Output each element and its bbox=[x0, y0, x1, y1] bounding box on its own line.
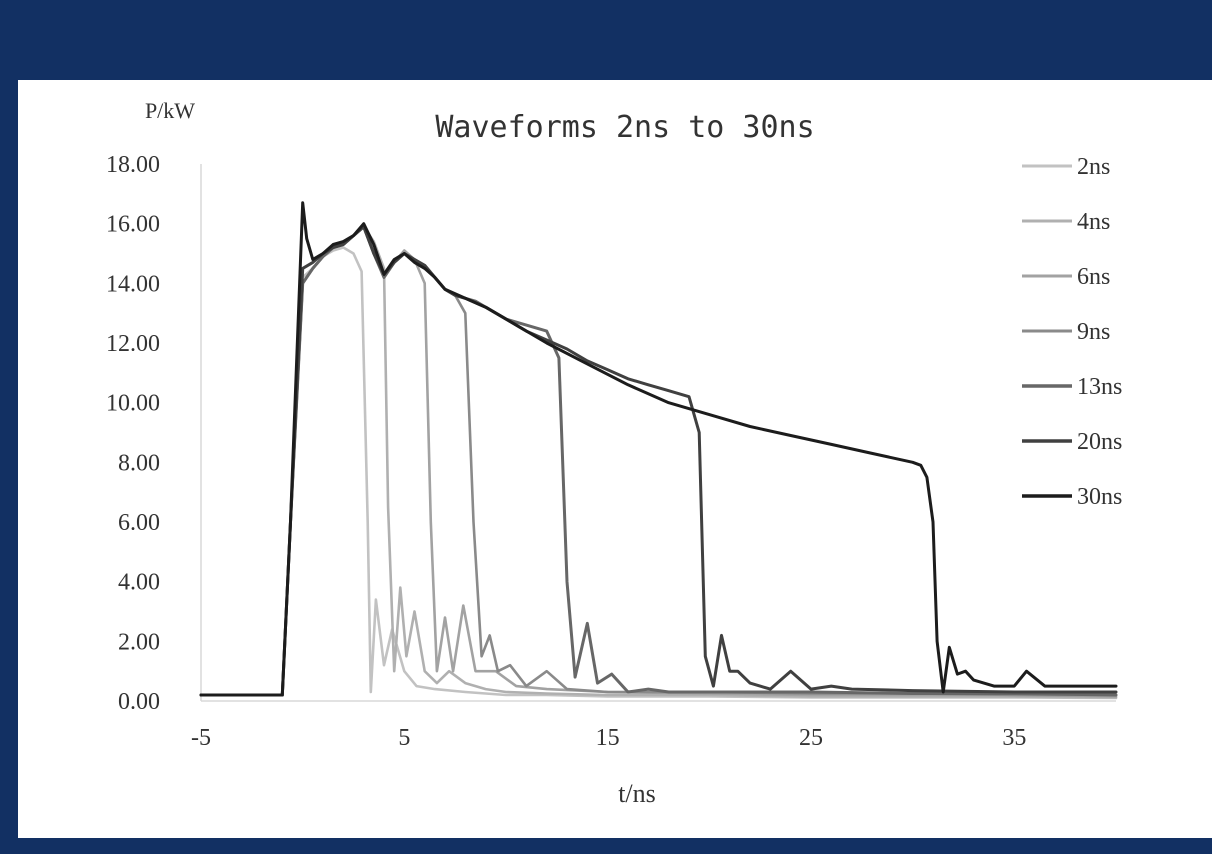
series-line-30ns bbox=[199, 201, 1118, 697]
legend-label: 20ns bbox=[1077, 429, 1122, 455]
y-tick-label: 6.00 bbox=[118, 510, 160, 536]
y-tick-label: 0.00 bbox=[118, 689, 160, 715]
x-tick-label: 35 bbox=[1002, 725, 1026, 751]
y-tick-label: 18.00 bbox=[106, 152, 160, 178]
legend: 2ns 4ns 6ns 9ns 13ns 20ns 30ns bbox=[1022, 154, 1122, 510]
y-tick-label: 12.00 bbox=[106, 331, 160, 357]
series-lines bbox=[199, 201, 1118, 700]
chart-panel bbox=[18, 80, 1212, 838]
x-axis-label: t/ns bbox=[618, 779, 656, 808]
chart-title: Waveforms 2ns to 30ns bbox=[435, 110, 814, 145]
y-tick-label: 10.00 bbox=[106, 391, 160, 417]
x-tick-labels: -5 5 15 25 35 bbox=[191, 725, 1026, 751]
y-tick-label: 16.00 bbox=[106, 212, 160, 238]
x-tick-label: 5 bbox=[398, 725, 410, 751]
legend-label: 6ns bbox=[1077, 264, 1110, 290]
y-axis-label: P/kW bbox=[145, 98, 195, 123]
legend-label: 9ns bbox=[1077, 319, 1110, 345]
legend-label: 4ns bbox=[1077, 209, 1110, 235]
x-tick-label: 15 bbox=[596, 725, 620, 751]
y-tick-label: 4.00 bbox=[118, 570, 160, 596]
x-tick-label: 25 bbox=[799, 725, 823, 751]
y-tick-labels: 0.00 2.00 4.00 6.00 8.00 10.00 12.00 14.00 16.00… bbox=[106, 152, 160, 715]
y-tick-label: 2.00 bbox=[118, 629, 160, 655]
y-tick-label: 14.00 bbox=[106, 271, 160, 297]
x-tick-label: -5 bbox=[191, 725, 211, 751]
legend-label: 30ns bbox=[1077, 484, 1122, 510]
y-tick-label: 8.00 bbox=[118, 450, 160, 476]
legend-label: 13ns bbox=[1077, 374, 1122, 400]
legend-label: 2ns bbox=[1077, 154, 1110, 180]
